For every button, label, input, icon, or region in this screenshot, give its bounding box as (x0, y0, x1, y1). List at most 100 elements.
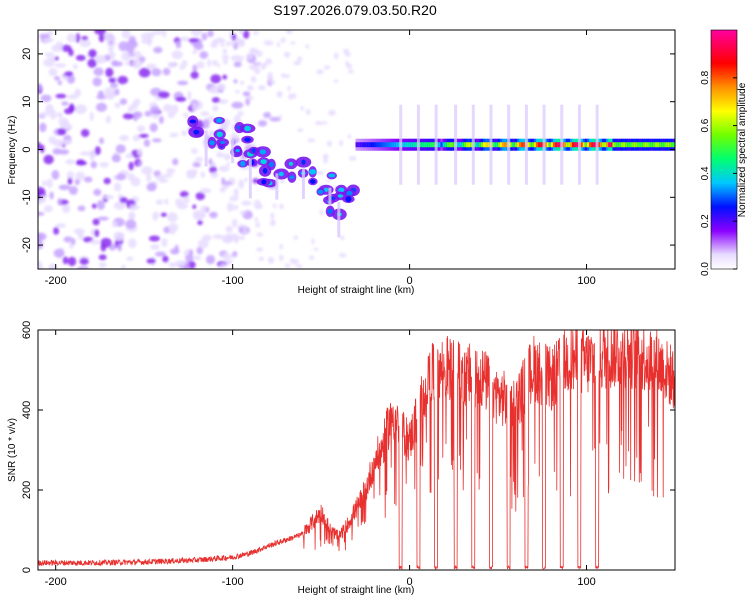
noise-blob (199, 188, 212, 194)
ridge-streak (301, 168, 305, 199)
carrier-core (480, 142, 484, 148)
carrier-tail (577, 104, 581, 185)
noise-blob (103, 32, 115, 42)
noise-blob (171, 104, 179, 114)
noise-blob (91, 203, 97, 209)
carrier-core (502, 142, 505, 148)
noise-blob (234, 90, 241, 94)
noise-blob (113, 61, 123, 67)
noise-blob (75, 54, 86, 61)
carrier-core (378, 142, 382, 148)
ridge-core (328, 173, 336, 178)
noise-blob (269, 219, 276, 227)
noise-blob (55, 93, 67, 99)
carrier-core (514, 142, 518, 148)
noise-blob (90, 161, 98, 169)
ridge-core (346, 190, 353, 196)
carrier-core (470, 142, 473, 148)
carrier-core (512, 142, 516, 148)
spectrogram-ridge (187, 115, 360, 238)
noise-blob (130, 177, 141, 187)
noise-blob (51, 44, 63, 52)
noise-blob (326, 140, 333, 147)
noise-blob (193, 255, 202, 261)
noise-blob (219, 263, 227, 267)
noise-blob (291, 258, 299, 265)
carrier-core (580, 142, 584, 148)
carrier-core (548, 142, 552, 148)
noise-blob (215, 151, 224, 158)
noise-blob (77, 229, 84, 240)
noise-blob (113, 182, 122, 192)
noise-blob (154, 251, 167, 257)
noise-blob (191, 148, 198, 155)
noise-blob (149, 123, 158, 133)
noise-blob (58, 149, 70, 155)
carrier-core (569, 142, 573, 148)
carrier-core (589, 142, 592, 148)
noise-blob (98, 254, 107, 261)
carrier-core (586, 142, 590, 148)
noise-blob (188, 38, 199, 43)
colorbar-tick-label: 0.0 (700, 262, 711, 276)
carrier-core (546, 142, 550, 148)
carrier-core (661, 142, 664, 148)
carrier-core (576, 142, 579, 148)
ridge-core (251, 148, 256, 153)
carrier-core (380, 142, 384, 148)
ridge-core (289, 175, 295, 179)
noise-blob (233, 204, 239, 211)
noise-blob (96, 94, 107, 100)
noise-blob (322, 153, 329, 159)
noise-blob (196, 61, 205, 69)
noise-blob (137, 161, 143, 167)
noise-blob (162, 103, 173, 112)
noise-blob (328, 109, 336, 116)
noise-blob (110, 82, 118, 89)
noise-blob (231, 218, 238, 228)
noise-blob (210, 74, 222, 84)
carrier-tail (434, 104, 438, 185)
noise-blob (280, 37, 286, 43)
noise-blob (233, 78, 238, 84)
carrier-core (427, 142, 431, 148)
noise-blob (38, 239, 44, 250)
carrier-core (368, 142, 371, 148)
carrier-core (591, 142, 594, 148)
noise-blob (53, 226, 60, 235)
noise-blob (48, 136, 57, 145)
noise-blob (163, 173, 173, 178)
noise-blob (65, 159, 76, 165)
noise-blob (51, 170, 60, 180)
noise-blob (183, 112, 189, 119)
noise-blob (265, 58, 273, 65)
noise-blob (168, 262, 177, 268)
noise-blob (293, 235, 299, 240)
carrier-core (444, 142, 448, 148)
noise-blob (125, 153, 134, 159)
carrier-core (459, 142, 463, 148)
noise-blob (38, 211, 45, 216)
noise-blob (193, 212, 205, 221)
noise-blob (160, 212, 168, 217)
carrier-core (552, 142, 556, 148)
noise-blob (179, 36, 190, 42)
carrier-core (667, 142, 671, 148)
carrier-core (376, 142, 380, 148)
noise-blob (151, 68, 162, 77)
noise-blob (222, 74, 228, 80)
carrier-core (421, 142, 424, 148)
carrier-core (544, 142, 548, 148)
carrier-core (393, 142, 397, 148)
noise-blob (279, 179, 286, 184)
noise-blob (197, 238, 209, 249)
noise-blob (267, 256, 275, 264)
noise-blob (68, 106, 76, 112)
noise-blob (323, 65, 331, 70)
ridge-core (301, 159, 306, 165)
carrier-core (391, 142, 395, 148)
ridge-core (259, 149, 267, 155)
noise-blob (79, 151, 91, 156)
noise-blob (107, 44, 114, 52)
noise-blob (74, 104, 87, 115)
